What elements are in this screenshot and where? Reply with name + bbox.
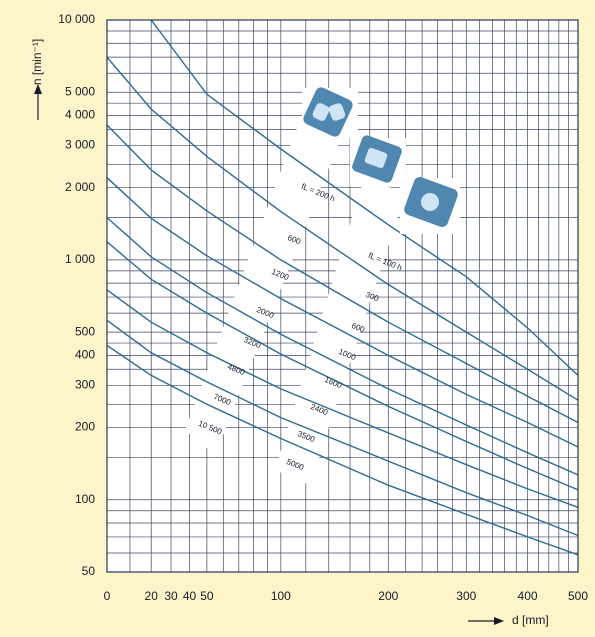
y-tick-label: 5 000 [65,84,95,98]
y-tick-label: 10 000 [58,12,95,26]
y-axis-label: n [min⁻¹] [30,39,44,85]
x-tick-label: 400 [518,589,538,603]
x-tick-label: 30 [164,589,178,603]
y-tick-label: 300 [75,377,95,391]
y-tick-label: 50 [82,564,96,578]
x-tick-label: 40 [183,589,197,603]
icon-ball-element [421,193,439,211]
x-axis-label: d [mm] [512,613,549,627]
x-tick-label: 100 [271,589,291,603]
y-tick-label: 2 000 [65,180,95,194]
y-tick-label: 100 [75,492,95,506]
y-tick-label: 500 [75,324,95,338]
x-tick-label: 50 [200,589,214,603]
y-tick-label: 4 000 [65,108,95,122]
chart: fL = 200 h6001200200032004800700010 500f… [0,0,595,637]
x-tick-label: 20 [145,589,159,603]
y-tick-label: 200 [75,420,95,434]
x-tick-label: 0 [104,589,111,603]
y-tick-label: 400 [75,348,95,362]
x-tick-label: 200 [378,589,398,603]
y-tick-label: 1 000 [65,252,95,266]
x-tick-label: 500 [568,589,588,603]
y-tick-label: 3 000 [65,138,95,152]
x-tick-label: 300 [456,589,476,603]
